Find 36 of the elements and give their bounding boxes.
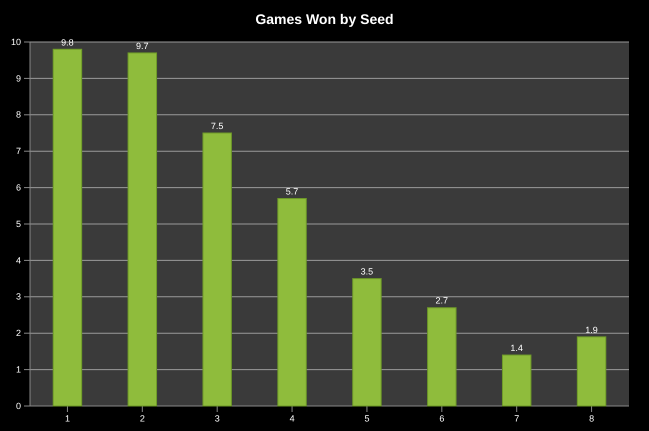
data-label: 9.8 [61,37,74,48]
bar [202,132,232,406]
data-label: 7.5 [210,121,224,131]
data-label: 9.7 [136,40,149,51]
y-tick-label: 5 [16,218,21,229]
x-tick-label: 2 [140,413,145,424]
x-tick-label: 8 [589,413,594,424]
bar [277,198,307,406]
y-tick-label: 9 [16,73,21,84]
y-tick-label: 4 [16,255,21,266]
data-label: 2.7 [436,296,448,306]
y-tick-label: 7 [16,146,21,156]
y-tick-label: 10 [10,36,21,47]
data-label: 5.7 [286,186,298,197]
x-tick-label: 5 [364,413,370,424]
bar [52,48,82,406]
data-label: 1.4 [510,343,523,354]
y-tick-label: 0 [16,400,21,411]
y-tick-label: 6 [16,182,21,192]
data-label: 3.5 [360,266,374,277]
bar [576,336,606,406]
chart-title: Games Won by Seed [255,11,394,27]
x-tick-label: 7 [514,413,520,424]
bar [502,354,532,406]
x-tick-label: 6 [439,413,444,424]
bar [352,278,382,406]
y-tick-label: 1 [16,364,21,374]
y-tick-label: 2 [16,328,21,338]
bar [427,307,457,406]
y-tick-label: 3 [16,292,21,302]
y-tick-label: 8 [16,110,21,120]
x-tick-label: 3 [214,413,220,424]
x-tick-label: 1 [64,413,70,424]
bar [128,52,158,406]
data-label: 1.9 [585,324,598,335]
x-tick-label: 4 [290,413,295,424]
